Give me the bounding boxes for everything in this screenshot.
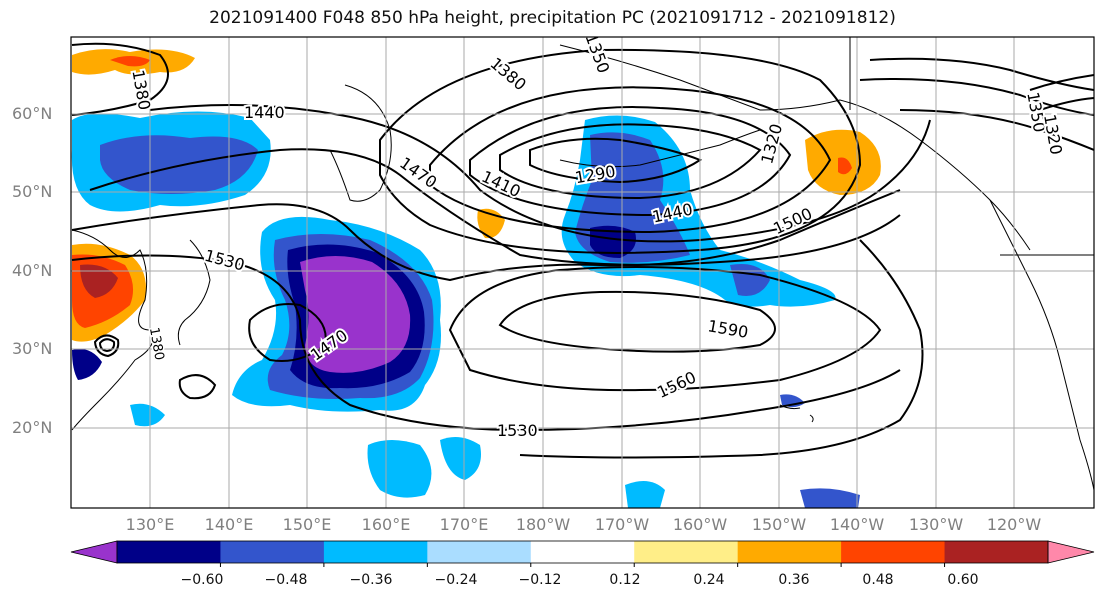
precip-patch-south-east [625, 481, 665, 508]
contour-1440 [149, 104, 931, 243]
contour-1380 [429, 86, 832, 234]
colorbar-label: −0.48 [264, 572, 308, 588]
lon-label: 170°W [594, 515, 650, 534]
colorbar-label: 0.12 [609, 572, 641, 588]
lon-label: 150°W [751, 515, 807, 534]
graticule [71, 37, 1094, 508]
contour-label: 1380 [146, 326, 167, 361]
colorbar-label: −0.24 [434, 572, 478, 588]
contour-typhoon-1 [93, 334, 120, 358]
contour-1410 [379, 48, 862, 254]
precip-patch-aleutian-2 [595, 137, 628, 162]
colorbar-label: −0.60 [180, 572, 224, 588]
precip-patch-south-2 [440, 436, 481, 480]
lat-label: 20°N [12, 418, 53, 437]
map-background [71, 37, 1094, 508]
lon-label: 120°W [986, 515, 1042, 534]
map-title: 2021091400 F048 850 hPa height, precipit… [209, 8, 896, 28]
contour-1500 [71, 189, 901, 282]
precip-anomaly-fill [71, 49, 881, 508]
contour-label: 1530 [497, 421, 538, 440]
precip-patch-siberia-core [100, 135, 258, 194]
contour-1590 [498, 290, 776, 353]
contour-1530 [71, 254, 901, 432]
contour-ne-lines-2 [859, 78, 1094, 116]
contour-west-top [71, 42, 169, 116]
precip-patch-gulf-core [838, 157, 852, 175]
precip-patch-aleutian-core [590, 225, 636, 258]
precip-patch-south-1 [367, 440, 432, 498]
coastlines [71, 37, 1094, 491]
colorbar-label: 0.48 [862, 572, 894, 588]
precip-patch-south-east-2 [800, 488, 860, 508]
precip-patch-south-3 [130, 403, 165, 427]
contour-1470 [89, 148, 901, 266]
lon-label: 130°W [908, 515, 964, 534]
lon-label: 150°E [282, 515, 332, 534]
lon-label: 180°W [515, 515, 571, 534]
lon-label: 160°W [672, 515, 728, 534]
lat-label: 30°N [12, 339, 53, 358]
map-frame [70, 36, 1095, 509]
precip-patch-central-core [300, 256, 411, 373]
coastline-aleutians [559, 129, 761, 168]
lat-label: 50°N [12, 182, 53, 201]
colorbar-label: 0.36 [778, 572, 810, 588]
contour-1350 [469, 106, 792, 217]
contour-low-west [248, 303, 327, 362]
coastline-kamchatka [329, 84, 392, 202]
precip-patch-east-asia-core [80, 264, 118, 298]
precip-patch-nw-core [110, 56, 150, 67]
coastline-na-west [989, 199, 1094, 491]
contour-ne-lines-4 [1029, 74, 1094, 111]
contour-1320 [499, 123, 762, 200]
contour-se-big [519, 239, 924, 459]
colorbar-label: 0.24 [693, 572, 725, 588]
lon-label: 170°E [439, 515, 489, 534]
contour-ne-lines-1 [869, 57, 1094, 91]
coastline-east-asia [71, 229, 154, 431]
colorbar-label: −0.12 [518, 572, 562, 588]
lat-label: 40°N [12, 261, 53, 280]
contour-label: 1440 [244, 103, 285, 122]
lon-label: 160°E [361, 515, 411, 534]
height-contours [71, 42, 1094, 459]
lat-label: 60°N [12, 104, 53, 123]
colorbar-label: 0.60 [947, 572, 979, 588]
coastline-alaska [559, 44, 1031, 251]
contour-small-loop [178, 374, 217, 400]
colorbar-label: −0.36 [349, 572, 393, 588]
lon-label: 130°E [125, 515, 175, 534]
contour-1560 [448, 265, 882, 392]
contour-ne-lines-3 [899, 109, 1094, 151]
lon-label: 140°E [204, 515, 254, 534]
lon-label: 140°W [829, 515, 885, 534]
precip-patch-sw-blue [72, 348, 102, 380]
